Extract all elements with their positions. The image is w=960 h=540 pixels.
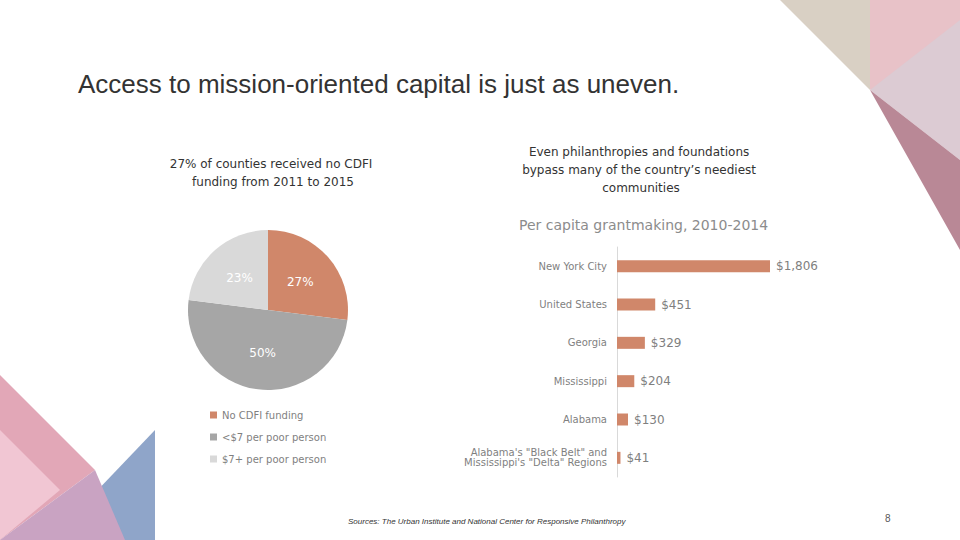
svg-text:United States: United States bbox=[539, 299, 607, 310]
svg-text:50%: 50% bbox=[249, 346, 276, 360]
svg-text:Alabama's "Black Belt" and: Alabama's "Black Belt" and bbox=[470, 447, 607, 459]
svg-text:No CDFI funding: No CDFI funding bbox=[222, 410, 303, 421]
svg-text:$1,806: $1,806 bbox=[776, 259, 818, 273]
svg-text:communities: communities bbox=[602, 181, 680, 195]
svg-text:27%: 27% bbox=[287, 275, 314, 289]
svg-text:$204: $204 bbox=[640, 374, 671, 388]
svg-text:8: 8 bbox=[885, 513, 891, 524]
svg-text:27% of counties received no CD: 27% of counties received no CDFI bbox=[170, 157, 376, 171]
svg-text:New York City: New York City bbox=[538, 261, 607, 272]
svg-text:<$7 per poor person: <$7 per poor person bbox=[222, 432, 326, 443]
svg-text:$329: $329 bbox=[651, 336, 682, 350]
svg-text:Alabama: Alabama bbox=[563, 414, 607, 425]
svg-text:Mississippi: Mississippi bbox=[554, 376, 607, 387]
svg-text:Access to mission-oriented cap: Access to mission-oriented capital is ju… bbox=[78, 69, 679, 99]
svg-text:23%: 23% bbox=[226, 271, 253, 285]
svg-text:$41: $41 bbox=[626, 451, 649, 465]
svg-text:$451: $451 bbox=[661, 298, 692, 312]
svg-text:Georgia: Georgia bbox=[568, 337, 607, 348]
svg-text:$7+ per poor person: $7+ per poor person bbox=[222, 454, 326, 465]
svg-text:Mississippi's "Delta" Regions: Mississippi's "Delta" Regions bbox=[464, 457, 607, 468]
svg-text:bypass many of the country’s n: bypass many of the country’s neediest bbox=[522, 163, 760, 177]
svg-text:Sources: The Urban Institute a: Sources: The Urban Institute and Nationa… bbox=[348, 517, 626, 526]
svg-text:Per capita grantmaking, 2010-2: Per capita grantmaking, 2010-2014 bbox=[519, 217, 768, 233]
svg-text:$130: $130 bbox=[634, 413, 665, 427]
svg-text:funding from 2011 to 2015: funding from 2011 to 2015 bbox=[192, 175, 354, 189]
svg-text:Even philanthropies and founda: Even philanthropies and foundations bbox=[529, 145, 753, 159]
